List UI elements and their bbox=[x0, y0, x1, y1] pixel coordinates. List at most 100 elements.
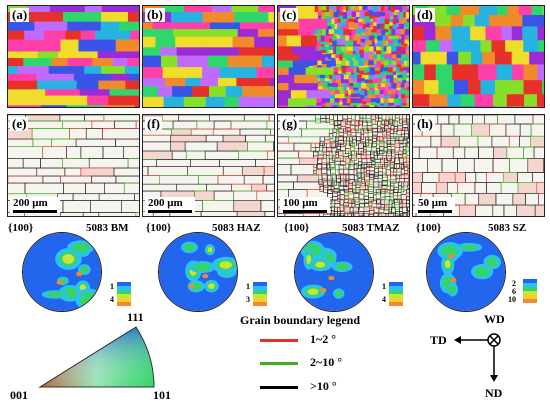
grain bbox=[494, 51, 512, 65]
grain bbox=[398, 90, 402, 94]
color-scale-swatch bbox=[523, 295, 537, 299]
grain-boundary bbox=[321, 173, 328, 179]
grain bbox=[396, 18, 400, 24]
grain bbox=[381, 74, 387, 79]
grain bbox=[143, 36, 156, 48]
grain bbox=[327, 54, 332, 60]
grain bbox=[67, 21, 102, 31]
grain bbox=[44, 30, 66, 40]
grain bbox=[325, 54, 329, 58]
grain-boundary bbox=[406, 189, 409, 194]
grain bbox=[493, 94, 508, 107]
grain bbox=[497, 6, 508, 16]
grain-boundary bbox=[438, 172, 456, 183]
grain bbox=[101, 66, 126, 75]
grain bbox=[380, 60, 385, 65]
grain bbox=[388, 6, 391, 12]
grain bbox=[397, 80, 403, 85]
grain bbox=[406, 54, 409, 59]
grain-boundary bbox=[440, 135, 460, 148]
scale-bar-text: 50 μm bbox=[418, 197, 448, 209]
grain bbox=[427, 6, 447, 16]
grain-boundary bbox=[319, 140, 325, 146]
grain bbox=[345, 35, 350, 41]
grain-boundary bbox=[263, 166, 274, 176]
grain bbox=[390, 6, 395, 12]
grain bbox=[399, 67, 404, 72]
grain bbox=[413, 51, 421, 65]
grain bbox=[372, 6, 378, 11]
grain bbox=[391, 60, 397, 66]
grain bbox=[406, 25, 409, 30]
grain-boundary bbox=[349, 136, 353, 142]
grain bbox=[368, 79, 373, 86]
grain bbox=[330, 102, 335, 107]
grain bbox=[383, 98, 389, 103]
grain bbox=[365, 40, 370, 46]
grain bbox=[320, 78, 326, 82]
grain bbox=[382, 35, 386, 42]
grain bbox=[376, 60, 382, 65]
grain bbox=[389, 18, 393, 23]
grain bbox=[183, 96, 206, 107]
grain bbox=[341, 67, 347, 74]
grain bbox=[34, 21, 68, 31]
grain bbox=[485, 26, 502, 41]
grain bbox=[366, 98, 372, 104]
grain bbox=[288, 105, 306, 107]
grain bbox=[523, 40, 539, 53]
grain bbox=[407, 35, 409, 42]
grain bbox=[380, 87, 386, 92]
grain bbox=[8, 21, 35, 31]
grain bbox=[542, 80, 544, 95]
grain bbox=[350, 93, 356, 98]
grain bbox=[364, 79, 369, 85]
color-scale-swatch bbox=[117, 302, 131, 306]
grain bbox=[173, 29, 206, 38]
grain bbox=[335, 74, 342, 80]
grain-boundary bbox=[407, 184, 409, 189]
grain-boundary bbox=[59, 212, 84, 216]
grain bbox=[364, 32, 369, 36]
scale-bar-text: 100 μm bbox=[283, 197, 318, 209]
grain bbox=[522, 15, 535, 27]
grain-boundary bbox=[170, 134, 207, 143]
color-scale-swatch bbox=[253, 282, 267, 286]
ebsd-map-haz: (b) bbox=[142, 5, 275, 108]
grain bbox=[401, 35, 405, 41]
grain bbox=[134, 105, 139, 107]
grain bbox=[327, 22, 332, 27]
grain bbox=[351, 54, 356, 59]
grain bbox=[130, 30, 139, 40]
grain bbox=[349, 35, 354, 41]
grain bbox=[343, 6, 347, 10]
gb-legend-swatch bbox=[260, 386, 298, 389]
grain-boundary bbox=[353, 213, 360, 216]
grain-boundary bbox=[334, 157, 341, 162]
grain bbox=[407, 87, 409, 92]
grain bbox=[377, 6, 382, 12]
grain bbox=[388, 57, 393, 62]
grain bbox=[393, 78, 398, 83]
grain bbox=[364, 16, 370, 21]
grain bbox=[352, 51, 356, 57]
grain bbox=[376, 98, 381, 104]
grain bbox=[340, 38, 346, 43]
grain bbox=[338, 70, 342, 74]
grain bbox=[8, 95, 35, 106]
grain bbox=[478, 64, 497, 81]
grain-boundary bbox=[368, 213, 374, 216]
color-scale-swatch bbox=[253, 290, 267, 294]
grain bbox=[224, 96, 240, 107]
grain bbox=[334, 94, 340, 99]
grain-boundary bbox=[402, 213, 407, 216]
grain bbox=[327, 86, 334, 91]
grain bbox=[375, 94, 380, 100]
grain bbox=[536, 94, 544, 107]
grain bbox=[366, 87, 370, 92]
grain bbox=[388, 35, 394, 40]
grain bbox=[335, 58, 340, 63]
grain bbox=[348, 94, 352, 100]
grain bbox=[333, 12, 339, 18]
scale-label-bottom: 3 bbox=[246, 295, 250, 304]
